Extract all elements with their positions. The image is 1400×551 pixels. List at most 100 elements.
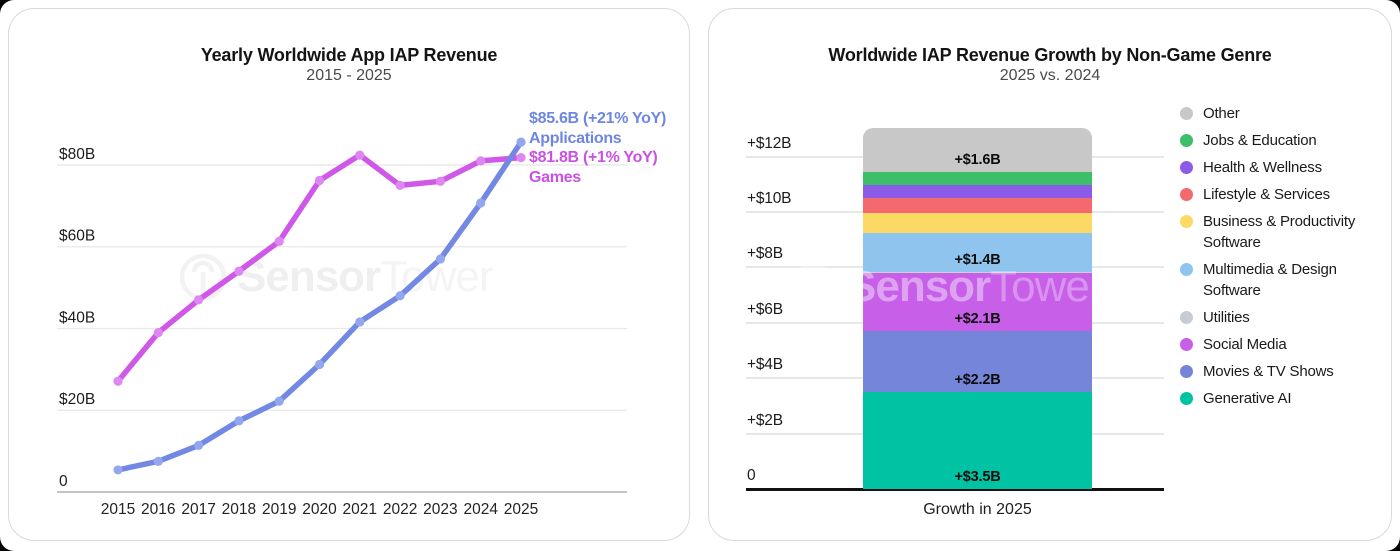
legend-item-lifestyle-and-services: Lifestyle & Services (1180, 184, 1381, 205)
bar-segment-multimedia-and-design-software (863, 232, 1092, 272)
x-tick-label: 2022 (383, 501, 417, 518)
legend-item-label: Health & Wellness (1203, 159, 1322, 176)
applications-value-annotation: $85.6B (+21% YoY) (529, 110, 667, 127)
applications-data-point-marker (435, 254, 445, 264)
bar-chart-x-axis-label: Growth in 2025 (923, 501, 1032, 518)
y-tick-label: $40B (59, 309, 95, 326)
legend-item-movies-and-tv-shows: Movies & TV Shows (1180, 361, 1381, 382)
legend-item-utilities: Utilities (1180, 307, 1381, 328)
applications-data-point-marker (194, 440, 204, 450)
legend-dot-icon (1180, 107, 1193, 120)
bar-segment-lifestyle-and-services (863, 197, 1092, 213)
bar-segment-generative-ai (863, 392, 1092, 490)
x-tick-label: 2016 (141, 501, 175, 518)
x-tick-label: 2023 (423, 501, 457, 518)
y-tick-label: +$12B (747, 134, 792, 152)
applications-line (115, 139, 524, 473)
x-tick-label: 2021 (343, 501, 377, 518)
bar-segment-value-other: +$1.6B (954, 152, 1001, 169)
legend-dot-icon (1180, 263, 1193, 276)
line-chart-plot-area: 0 $20B $40B $60B $80B 2015 2016 2017 2018 2019 202… (57, 137, 627, 518)
bar-segment-value-generative-ai: +$3.5B (954, 469, 1001, 485)
games-data-point-marker (516, 153, 526, 163)
games-data-point-marker (395, 180, 405, 190)
y-tick-label: +$10B (747, 190, 792, 207)
games-data-point-marker (153, 327, 163, 338)
y-tick-label: +$4B (747, 356, 783, 374)
line-chart-subtitle: 2015 - 2025 (306, 67, 392, 84)
legend-item-label: Lifestyle & Services (1203, 186, 1330, 203)
applications-data-point-marker (314, 359, 325, 370)
legend-item-multimedia-and-design-software: Multimedia & Design Software (1180, 259, 1381, 301)
games-series-label: Games (529, 168, 581, 186)
bar-segment-utilities (863, 271, 1092, 273)
applications-data-point-marker (153, 456, 163, 466)
games-data-point-marker (476, 156, 486, 166)
games-data-point-marker (194, 295, 204, 305)
games-data-point-marker (435, 176, 445, 186)
legend-dot-icon (1180, 338, 1193, 351)
y-tick-label: $80B (59, 146, 95, 163)
bar-segment-health-and-wellness (863, 185, 1092, 198)
applications-series-label: Applications (529, 129, 622, 147)
line-chart-title: Yearly Worldwide App IAP Revenue (200, 45, 498, 65)
x-tick-label: 2015 (101, 501, 135, 518)
bar-segment-social-media (863, 272, 1092, 332)
x-tick-label: 2019 (262, 501, 296, 518)
applications-data-point-marker (476, 198, 486, 208)
legend-item-label: Jobs & Education (1203, 132, 1317, 149)
legend-dot-icon (1180, 311, 1193, 324)
applications-data-point-marker (113, 465, 123, 475)
legend-item-label: Generative AI (1203, 390, 1292, 407)
bar-segment-other (863, 128, 1092, 173)
legend-item-label: Social Media (1203, 336, 1287, 353)
games-data-point-marker (274, 236, 284, 247)
applications-data-point-marker (234, 416, 244, 426)
legend-item-label: Other (1203, 105, 1240, 122)
sensortower-logo-icon (789, 263, 837, 311)
y-tick-label: $60B (59, 228, 95, 245)
x-tick-label: 2024 (463, 501, 498, 518)
legend-item-label: Movies & TV Shows (1203, 363, 1334, 380)
bar-segment-value-multimedia-and-design-software: +$1.4B (954, 251, 1001, 268)
bar-segment-value-social-media: +$2.1B (954, 311, 1001, 328)
legend-dot-icon (1180, 392, 1193, 405)
x-axis-line (746, 488, 1164, 491)
x-tick-label: 2020 (302, 501, 337, 518)
games-line (115, 152, 524, 384)
applications-data-point-marker (274, 396, 284, 406)
legend-item-label: Multimedia & Design Software (1203, 261, 1337, 299)
legend-item-business-and-productivity-software: Business & Productivity Software (1180, 211, 1381, 253)
legend-item-social-media: Social Media (1180, 334, 1381, 355)
bar-chart-legend: Other Jobs & Education Health & Wellness Li… (1180, 103, 1381, 415)
legend-item-label: Business & Productivity Software (1203, 213, 1356, 251)
legend-item-jobs-and-education: Jobs & Education (1180, 130, 1381, 151)
games-data-point-marker (113, 376, 123, 386)
games-data-point-marker (314, 175, 325, 186)
legend-item-generative-ai: Generative AI (1180, 388, 1381, 409)
y-tick-label: 0 (59, 473, 68, 490)
games-data-point-marker (355, 150, 365, 160)
y-tick-label: $20B (59, 391, 95, 408)
legend-item-health-and-wellness: Health & Wellness (1180, 157, 1381, 178)
y-tick-label: +$2B (747, 411, 783, 429)
x-tick-label: 2025 (504, 501, 538, 518)
bar-segment-business-and-productivity-software (863, 212, 1092, 233)
legend-item-other: Other (1180, 103, 1381, 124)
games-data-point-marker (234, 266, 244, 276)
x-tick-label: 2017 (181, 501, 215, 518)
applications-data-point-marker (516, 137, 526, 147)
legend-dot-icon (1180, 161, 1193, 174)
games-value-annotation: $81.8B (+1% YoY) (529, 149, 658, 166)
bar-chart-title: Worldwide IAP Revenue Growth by Non-Game… (828, 45, 1272, 65)
y-tick-label: +$8B (747, 245, 783, 263)
bar-segment-value-movies-and-tv-shows: +$2.2B (954, 372, 1001, 389)
stacked-bar-chart-card: Worldwide IAP Revenue Growth by Non-Game… (708, 8, 1392, 541)
line-end-annotations: $85.6B (+21% YoY) Applications $81.8B (+… (529, 109, 666, 187)
legend-dot-icon (1180, 365, 1193, 378)
applications-data-point-marker (355, 317, 365, 327)
legend-dot-icon (1180, 134, 1193, 147)
bar-segment-movies-and-tv-shows (863, 331, 1092, 392)
bar-chart-subtitle: 2025 vs. 2024 (999, 67, 1101, 84)
y-tick-label: +$6B (747, 300, 783, 318)
